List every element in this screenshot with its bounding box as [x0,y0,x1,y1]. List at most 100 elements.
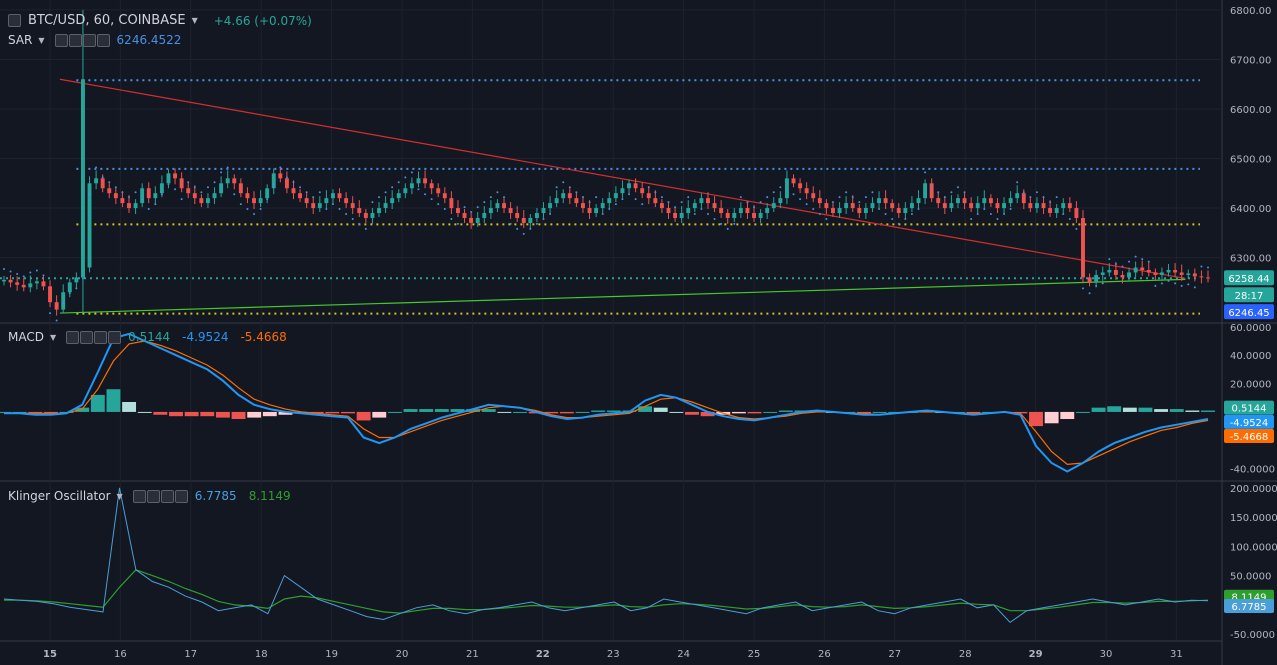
sar-dot [674,206,677,209]
eye-icon[interactable] [132,490,146,503]
candle-body [482,213,487,218]
macd-histogram-bar [153,411,168,415]
sar-dot [621,198,624,201]
candle-body [456,208,460,214]
chevron-down-icon[interactable]: ▼ [116,491,123,501]
candle-body [969,203,974,209]
close-icon[interactable] [174,490,188,503]
eye-icon[interactable] [54,34,68,47]
candle-body [192,193,197,199]
candle-body [416,178,421,184]
eye-icon[interactable] [66,331,80,344]
sar-dot [331,203,334,206]
sar-label[interactable]: SAR [8,33,33,47]
sar-dot [160,193,163,196]
sar-dot [68,292,71,295]
sar-dot [1029,196,1032,199]
macd-histogram-bar [638,406,653,412]
candle-body [298,193,303,199]
macd-badge [1224,414,1274,429]
candle-body [1008,198,1013,204]
sar-dot [1134,255,1137,258]
sar-dot [1167,279,1170,282]
sar-dot [858,201,861,204]
candle-body [896,208,901,214]
candle-body [205,198,210,204]
plus-icon[interactable] [160,490,174,503]
sar-dot [733,222,736,225]
kvo-legend: Klinger Oscillator ▼ 6.7785 8.1149 [8,489,291,503]
symbol-title[interactable]: BTC/USD, 60, COINBASE [28,13,186,28]
sar-dot [1147,260,1150,263]
kvo-label[interactable]: Klinger Oscillator [8,489,111,503]
sar-dot [463,206,466,209]
sar-dot [187,181,190,184]
candle-body [1179,272,1184,275]
sar-dot [851,196,854,199]
macd-histogram-bar [137,411,152,413]
macd-histogram-bar [43,411,58,414]
sar-dot [371,201,374,204]
settings-icon[interactable] [68,34,82,47]
chevron-down-icon[interactable]: ▼ [49,332,57,342]
macd-histogram-bar [247,411,262,418]
candle-body [252,198,256,204]
sar-dot [174,188,177,191]
macd-histogram-bar [215,411,230,418]
candle-body [370,213,375,218]
candle-body [561,193,566,199]
sar-dot [1154,284,1157,287]
settings-icon[interactable] [146,490,160,503]
close-icon[interactable] [108,331,122,344]
macd-histogram-bar [90,394,105,412]
x-tick-label: 18 [255,649,268,660]
candle-body [120,198,125,204]
sar-dot [1200,265,1203,268]
sar-dot [805,203,808,206]
candle-body [462,213,467,218]
macd-histogram-bar [325,411,340,414]
candle-body [488,208,493,214]
sar-dot [206,186,209,189]
x-tick-label: 24 [677,649,690,660]
macd-histogram-bar [75,407,90,412]
plus-icon[interactable] [82,34,96,47]
candle-body [732,213,737,218]
candle-body [870,203,875,209]
macd-label[interactable]: MACD [8,330,44,344]
sar-dot [667,201,670,204]
sar-dot [325,208,328,211]
chevron-down-icon[interactable]: ▼ [38,35,45,45]
chevron-down-icon[interactable]: ▼ [191,16,198,25]
sar-dot [1088,292,1091,295]
sar-dot [114,186,117,189]
candle-body [67,282,72,293]
candle-body [21,284,26,288]
candle-body [232,178,237,184]
candle-body [1159,272,1164,275]
x-tick-label: 20 [396,649,409,660]
sar-dot [1062,213,1065,216]
candle-body [1133,267,1138,273]
candle-body [745,208,750,214]
settings-icon[interactable] [80,331,94,344]
candle-body [587,208,592,214]
candle-body [646,193,651,199]
x-tick-label: 28 [959,649,972,660]
y-tick-label: -50.0000 [1230,630,1275,641]
sar-dot [706,213,709,216]
sar-dot [141,198,144,201]
x-tick-label: 19 [325,649,338,660]
sar-dot [1075,227,1078,230]
candle-body [225,178,230,184]
close-icon[interactable] [96,34,110,47]
candle-body [936,198,941,204]
macd-histogram-bar [606,410,621,412]
candle-body [166,173,171,184]
collapse-icon[interactable] [8,14,21,27]
macd-histogram-bar [1029,411,1043,427]
plus-icon[interactable] [94,331,108,344]
sar-dot [1207,266,1209,269]
